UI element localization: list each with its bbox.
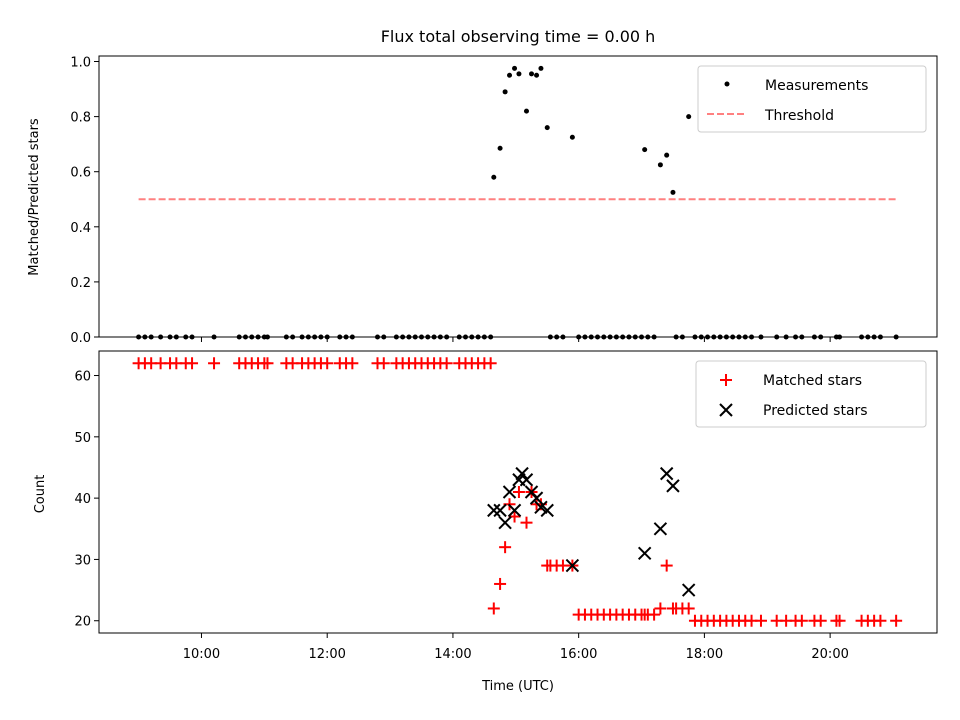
- legend-matched-label: Matched stars: [763, 373, 862, 389]
- legend-predicted-label: Predicted stars: [763, 403, 868, 419]
- predicted-star-point: [637, 546, 652, 561]
- bottom-ytick-label: 30: [74, 553, 91, 568]
- legend-threshold-label: Threshold: [764, 108, 834, 124]
- top-legend: Measurements Threshold: [697, 65, 927, 133]
- top-legend-box: [697, 65, 927, 133]
- top-title: Flux total observing time = 0.00 h: [381, 27, 656, 46]
- top-y-axis-label: Matched/Predicted stars: [27, 118, 42, 276]
- top-plot-area: [136, 65, 899, 340]
- legend-matched-marker: [720, 374, 732, 386]
- top-ytick-label: 0.4: [70, 221, 91, 236]
- measurement-point: [670, 189, 676, 195]
- matched-star-point: [186, 357, 199, 370]
- bottom-legend: Matched stars Predicted stars: [695, 360, 927, 428]
- predicted-star-point: [681, 583, 696, 597]
- matched-star-point: [377, 357, 390, 370]
- predicted-star-point: [515, 466, 529, 481]
- matched-star-point: [648, 608, 661, 621]
- matched-star-point: [261, 357, 274, 370]
- bottom-ytick-label: 50: [74, 431, 91, 446]
- measurement-point: [686, 114, 692, 120]
- top-ytick-label: 0.2: [70, 276, 91, 291]
- matched-star-point: [520, 516, 533, 529]
- bottom-ytick-label: 20: [74, 615, 91, 630]
- bottom-xtick-label: 20:00: [811, 647, 848, 662]
- bottom-y-axis-label: Count: [33, 475, 48, 514]
- predicted-star-point: [487, 503, 501, 518]
- bottom-legend-box: [695, 360, 927, 428]
- top-ytick-label: 0.6: [70, 166, 91, 181]
- measurement-point: [538, 65, 544, 71]
- measurement-point: [664, 152, 670, 158]
- measurement-point: [523, 108, 529, 114]
- matched-star-point: [814, 614, 827, 627]
- top-panel: Flux total observing time = 0.00 h Match…: [27, 27, 938, 346]
- predicted-star-point: [502, 485, 517, 499]
- top-ytick-label: 0.8: [70, 111, 91, 126]
- legend-predicted-marker: [719, 403, 733, 417]
- predicted-star-point: [529, 491, 544, 505]
- matched-star-point: [512, 486, 525, 498]
- matched-star-point: [346, 357, 359, 370]
- bottom-axes-frame: [98, 350, 938, 634]
- predicted-star-point: [507, 503, 522, 518]
- matched-star-point: [795, 614, 808, 627]
- matched-star-point: [494, 577, 507, 590]
- matched-star-point: [660, 559, 673, 572]
- predicted-star-point: [659, 466, 674, 481]
- measurement-point: [491, 174, 497, 180]
- predicted-star-point: [653, 522, 668, 536]
- bottom-xtick-label: 14:00: [434, 647, 471, 662]
- predicted-star-point: [666, 479, 680, 493]
- matched-star-point: [499, 541, 512, 554]
- predicted-star-point: [493, 503, 507, 518]
- matched-star-point: [754, 614, 767, 627]
- measurement-point: [497, 145, 503, 151]
- bottom-panel: Count Time (UTC) 20 30 40 50 60 10:00 12:00 14:…: [33, 350, 938, 694]
- bottom-xtick-label: 10:00: [183, 647, 220, 662]
- bottom-xtick-label: 16:00: [560, 647, 597, 662]
- legend-measurements-marker: [724, 81, 730, 87]
- matched-star-point: [208, 357, 221, 370]
- measurement-point: [534, 72, 540, 78]
- measurement-point: [512, 65, 518, 71]
- matched-star-point: [682, 602, 695, 615]
- measurement-point: [642, 147, 648, 153]
- legend-measurements-label: Measurements: [765, 78, 868, 94]
- top-ytick-label: 0.0: [70, 331, 91, 346]
- bottom-ticks: 20 30 40 50 60 10:00 12:00 14:00 16:00 18:00 20:00: [74, 370, 848, 662]
- measurement-point: [516, 71, 522, 77]
- matched-star-point: [833, 614, 846, 627]
- bottom-ytick-label: 60: [74, 370, 91, 385]
- matched-star-point: [890, 614, 903, 627]
- measurement-point: [544, 125, 550, 131]
- predicted-star-point: [565, 558, 580, 573]
- predicted-star-point: [540, 503, 554, 518]
- matched-star-point: [321, 357, 334, 370]
- measurement-point: [502, 89, 508, 95]
- top-axes-frame: [98, 55, 938, 338]
- measurement-point: [507, 72, 513, 78]
- predicted-star-point: [498, 515, 512, 530]
- bottom-xtick-label: 18:00: [686, 647, 723, 662]
- top-ticks: 0.0 0.2 0.4 0.6 0.8 1.0: [70, 56, 831, 346]
- matched-star-point: [874, 614, 887, 627]
- bottom-plot-area: [132, 357, 903, 627]
- top-ytick-label: 1.0: [70, 56, 91, 71]
- measurement-point: [569, 134, 575, 140]
- measurement-point: [529, 71, 535, 77]
- matched-star-point: [440, 357, 453, 370]
- bottom-x-axis-label: Time (UTC): [481, 679, 554, 694]
- bottom-ytick-label: 40: [74, 492, 91, 507]
- matched-star-point: [487, 602, 500, 615]
- bottom-xtick-label: 12:00: [308, 647, 345, 662]
- predicted-star-point: [519, 473, 534, 487]
- measurement-point: [657, 162, 663, 168]
- matched-star-point: [484, 357, 497, 370]
- matched-star-point: [654, 602, 667, 615]
